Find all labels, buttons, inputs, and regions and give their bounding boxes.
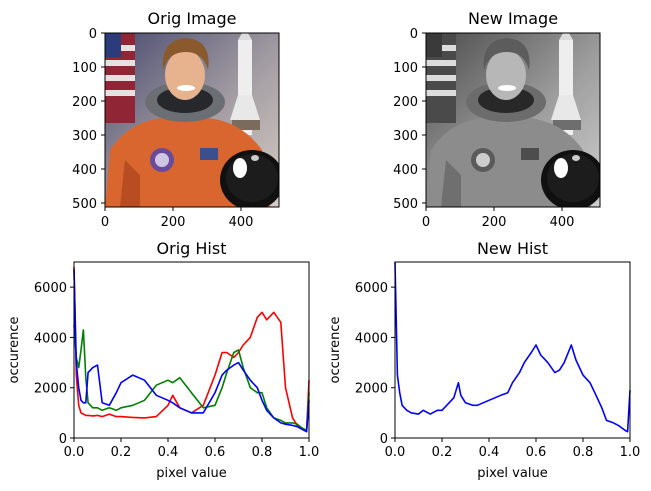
new-hist-ylabel: occurence bbox=[328, 317, 343, 384]
new-image-ytick-label: 300 bbox=[393, 129, 418, 144]
new-hist-xtick-label: 0.0 bbox=[385, 445, 406, 460]
new-hist-xlabel: pixel value bbox=[477, 466, 547, 481]
new-hist-series-line-0 bbox=[394, 261, 631, 433]
orig-image-ytick-label: 500 bbox=[72, 197, 97, 212]
new-image-x-ticks: 0 200 400 bbox=[422, 207, 575, 230]
orig-image-xtick-label: 400 bbox=[229, 215, 254, 230]
orig-hist-xtick-label: 0.8 bbox=[252, 445, 273, 460]
orig-hist-series-line-1 bbox=[73, 324, 310, 432]
new-hist-frame bbox=[394, 261, 631, 439]
new-image-title: New Image bbox=[468, 9, 558, 28]
new-hist-xtick-label: 0.8 bbox=[573, 445, 594, 460]
orig-hist-xtick-label: 0.2 bbox=[111, 445, 132, 460]
orig-image-xtick-label: 200 bbox=[161, 215, 186, 230]
orig-hist-ytick-label: 0 bbox=[59, 432, 67, 447]
orig-image-ytick-label: 400 bbox=[72, 163, 97, 178]
orig-hist-xtick-label: 0.4 bbox=[158, 445, 179, 460]
orig-hist-series-line-2 bbox=[73, 269, 310, 433]
orig-image-frame bbox=[104, 32, 280, 208]
new-image-ytick-label: 500 bbox=[393, 197, 418, 212]
orig-image-ytick-label: 0 bbox=[89, 27, 97, 42]
orig-hist-ytick-label: 4000 bbox=[34, 331, 67, 346]
orig-hist-xtick-label: 0.0 bbox=[64, 445, 85, 460]
orig-image-x-ticks: 0 200 400 bbox=[101, 207, 254, 230]
orig-hist-xtick-label: 0.6 bbox=[205, 445, 226, 460]
new-hist-ytick-label: 4000 bbox=[355, 331, 388, 346]
new-hist-ytick-label: 6000 bbox=[355, 281, 388, 296]
new-image-photo bbox=[426, 33, 600, 207]
new-image-xtick-label: 0 bbox=[422, 215, 430, 230]
new-hist-xtick-label: 0.4 bbox=[479, 445, 500, 460]
new-hist-xtick-label: 0.2 bbox=[432, 445, 453, 460]
new-hist-chart: New Hist 0.0 0.2 0.4 0.6 0.8 1.0 0 2000 4000 6000 p… bbox=[328, 239, 640, 481]
new-image-xtick-label: 400 bbox=[550, 215, 575, 230]
new-image-ytick-label: 400 bbox=[393, 163, 418, 178]
orig-image-photo bbox=[105, 33, 279, 207]
orig-image-ytick-label: 300 bbox=[72, 129, 97, 144]
new-hist-ytick-label: 2000 bbox=[355, 382, 388, 397]
new-image-axes: 0 200 400 0 100 200 300 400 500 bbox=[393, 27, 574, 230]
new-hist-ytick-label: 0 bbox=[380, 432, 388, 447]
new-hist-title: New Hist bbox=[477, 239, 548, 258]
new-hist-xtick-label: 0.6 bbox=[526, 445, 547, 460]
new-image-xtick-label: 200 bbox=[482, 215, 507, 230]
orig-image-ytick-label: 200 bbox=[72, 95, 97, 110]
new-image-ytick-label: 100 bbox=[393, 61, 418, 76]
orig-image-xtick-label: 0 bbox=[101, 215, 109, 230]
orig-image-y-ticks: 0 100 200 300 400 500 bbox=[72, 27, 105, 212]
orig-hist-chart: Orig Hist 0.0 0.2 0.4 0.6 0.8 1.0 0 2000 4000 6000… bbox=[7, 239, 319, 481]
orig-hist-title: Orig Hist bbox=[157, 239, 227, 258]
orig-image-axes: 0 200 400 0 100 200 300 400 500 bbox=[72, 27, 253, 230]
orig-hist-ytick-label: 2000 bbox=[34, 382, 67, 397]
new-image-frame bbox=[425, 32, 601, 208]
new-image-ytick-label: 0 bbox=[410, 27, 418, 42]
orig-hist-xtick-label: 1.0 bbox=[299, 445, 320, 460]
new-image-ytick-label: 200 bbox=[393, 95, 418, 110]
orig-image-title: Orig Image bbox=[148, 9, 237, 28]
new-image-y-ticks: 0 100 200 300 400 500 bbox=[393, 27, 426, 212]
orig-image-ytick-label: 100 bbox=[72, 61, 97, 76]
new-hist-xtick-label: 1.0 bbox=[620, 445, 641, 460]
orig-hist-ytick-label: 6000 bbox=[34, 281, 67, 296]
orig-hist-frame bbox=[73, 261, 310, 439]
orig-hist-xlabel: pixel value bbox=[156, 466, 226, 481]
orig-hist-ylabel: occurence bbox=[7, 317, 22, 384]
